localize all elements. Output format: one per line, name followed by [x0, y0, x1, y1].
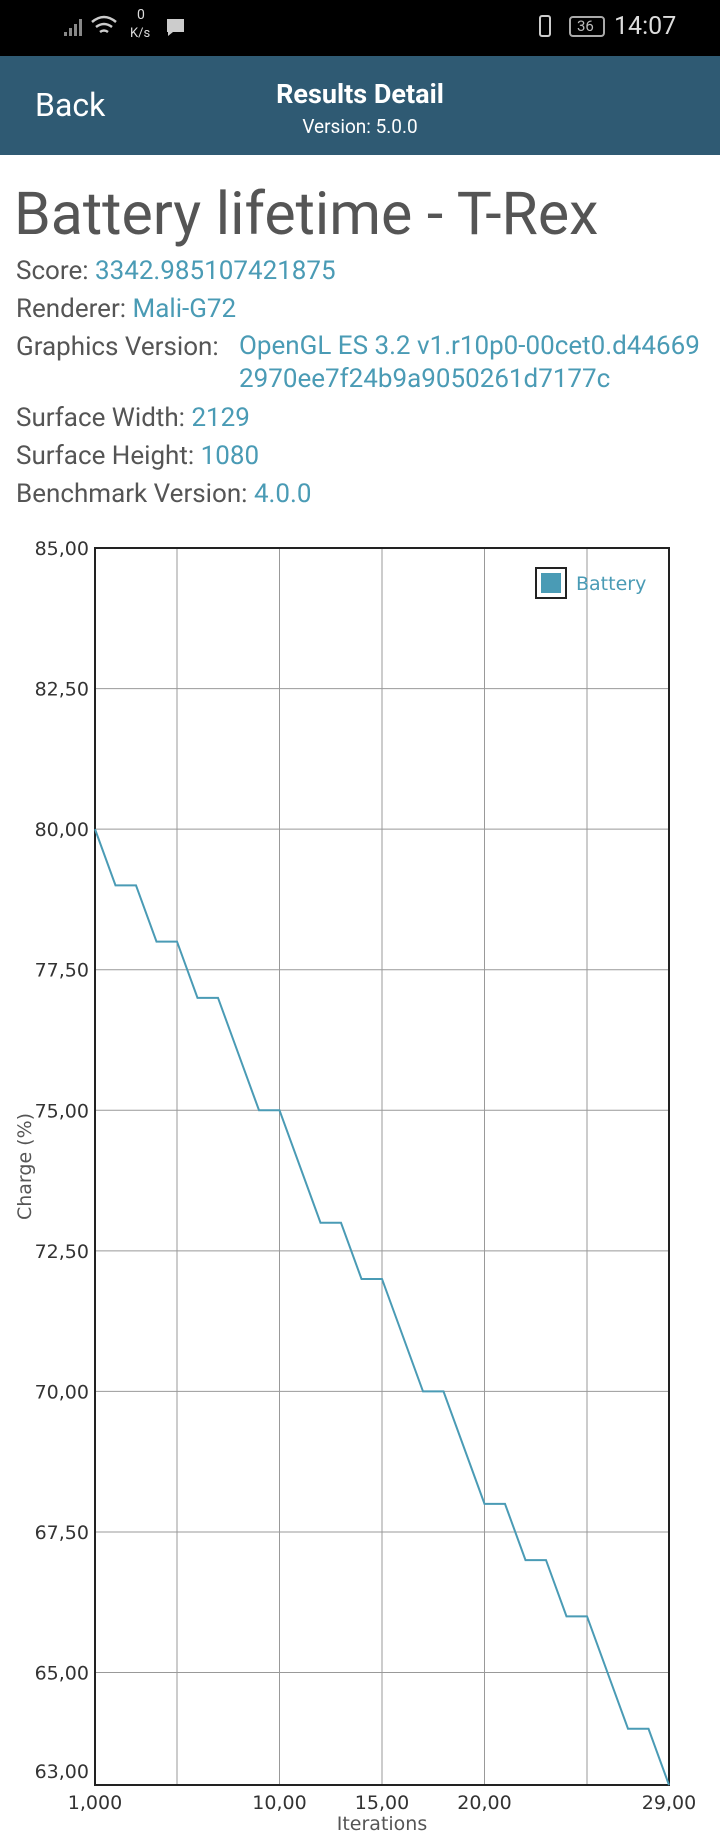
detail-label: Benchmark Version:	[16, 479, 248, 509]
network-unit: K/s	[130, 26, 151, 41]
network-speed: 0	[137, 7, 145, 23]
y-axis-label: Charge (%)	[14, 1113, 36, 1220]
detail-row: Score: 3342.985107421875	[16, 255, 336, 287]
y-tick-label: 63,00	[35, 1761, 89, 1783]
x-tick-label: 15,00	[355, 1792, 409, 1814]
header-title: Results Detail	[276, 78, 444, 110]
chart: 63,00 65,00 67,50 70,00 72,50 75,00 77,50 80,00…	[14, 538, 696, 1835]
legend-label: Battery	[576, 573, 646, 595]
detail-row: Benchmark Version: 4.0.0	[16, 478, 312, 510]
detail-value: Mali-G72	[132, 294, 237, 324]
y-tick-label: 65,00	[35, 1663, 89, 1685]
legend-box-border	[535, 567, 567, 599]
result-title: Battery lifetime - T-Rex	[14, 180, 599, 249]
status-bar: 0 K/s 36 14:07	[0, 0, 720, 56]
x-tick-label: 20,00	[457, 1792, 511, 1814]
back-button[interactable]: Back	[35, 86, 106, 124]
detail-value: 3342.985107421875	[94, 256, 336, 286]
detail-label: Surface Height:	[16, 441, 195, 471]
status-icons	[64, 15, 605, 37]
y-tick-label: 82,50	[35, 679, 89, 701]
y-tick-label: 75,00	[35, 1100, 89, 1122]
detail-label: Graphics Version:	[16, 332, 219, 362]
legend-swatch	[541, 573, 561, 593]
data-line	[94, 828, 670, 1786]
detail-row: Surface Width: 2129	[16, 402, 250, 434]
x-tick-label: 10,00	[252, 1792, 306, 1814]
x-tick-label: 29,00	[642, 1792, 696, 1814]
app-header: Back Results Detail Version: 5.0.0	[0, 56, 720, 155]
x-axis-label: Iterations	[337, 1813, 428, 1835]
header-subtitle: Version: 5.0.0	[302, 115, 418, 138]
wifi-icon	[91, 15, 117, 34]
detail-value: OpenGL ES 3.2 v1.r10p0-00cet0.d446692970…	[239, 331, 700, 394]
message-icon	[167, 19, 184, 36]
detail-value: 1080	[200, 441, 260, 471]
y-tick-label: 70,00	[35, 1381, 89, 1403]
signal-icon	[64, 19, 82, 36]
y-tick-label: 77,50	[35, 960, 89, 982]
y-tick-label: 80,00	[35, 819, 89, 841]
detail-value: 2129	[191, 403, 250, 433]
detail-row: Renderer: Mali-G72	[16, 293, 236, 325]
detail-label: Surface Width:	[16, 403, 185, 433]
detail-row: Graphics Version:	[16, 331, 219, 363]
y-tick-label: 72,50	[35, 1241, 89, 1263]
detail-label: Renderer:	[16, 294, 127, 324]
x-tick-label: 1,000	[68, 1792, 122, 1814]
y-tick-label: 85,00	[35, 538, 89, 560]
battery-icon	[569, 16, 605, 37]
detail-value: 4.0.0	[253, 479, 312, 509]
detail-row: Surface Height: 1080	[16, 440, 259, 472]
battery-level: 36	[577, 17, 594, 35]
vibrate-icon	[539, 15, 551, 37]
detail-label: Score:	[16, 256, 89, 286]
plot-frame	[94, 547, 670, 1786]
clock: 14:07	[614, 12, 677, 41]
y-tick-label: 67,50	[35, 1522, 89, 1544]
